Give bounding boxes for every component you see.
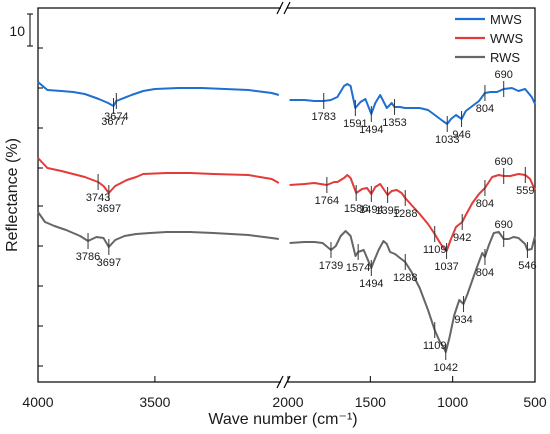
peak-label: 1109	[423, 340, 447, 352]
x-axis-ticks: 4000 3500 2000 1500 1000 500	[22, 376, 547, 410]
peak-label: 1033	[435, 134, 459, 146]
peak-label: 1353	[382, 117, 406, 129]
peak-label: 804	[476, 267, 494, 279]
peak-label: 1586	[344, 203, 368, 215]
axis-breaks	[276, 1, 291, 389]
series-line-rws	[289, 230, 536, 353]
series-line-mws	[289, 83, 536, 125]
x-tick-label: 500	[523, 394, 547, 410]
y-axis-title: Reflectance (%)	[4, 138, 21, 252]
series-line-wws	[289, 173, 536, 252]
axis-break-gap	[281, 377, 287, 387]
peak-label: 1783	[311, 111, 335, 123]
legend: MWS WWS RWS	[455, 12, 524, 65]
peak-label: 690	[495, 219, 513, 231]
peak-label: 804	[476, 198, 494, 210]
series-line-mws	[37, 81, 280, 107]
peak-label: 690	[495, 156, 513, 168]
legend-label-wws: WWS	[490, 31, 524, 46]
x-tick-label: 3500	[139, 394, 170, 410]
x-tick-label: 2000	[272, 394, 303, 410]
peak-label: 1764	[315, 195, 339, 207]
axis-break-mark	[276, 1, 284, 15]
peak-label: 1395	[375, 205, 399, 217]
peak-label: 690	[495, 69, 513, 81]
peak-label: 546	[518, 260, 536, 272]
peak-label: 3697	[97, 257, 121, 269]
peak-label: 1042	[434, 362, 458, 374]
peak-label: 1494	[359, 204, 383, 216]
peak-label: 1574	[346, 262, 370, 274]
peak-label: 3674	[104, 111, 128, 123]
scale-bar-label: 10	[9, 23, 25, 39]
peak-label: 946	[452, 129, 470, 141]
peak-label: 1109	[423, 244, 447, 256]
peak-label: 942	[453, 232, 471, 244]
peak-label: 3697	[97, 203, 121, 215]
series-line-wws	[37, 157, 280, 194]
legend-label-rws: RWS	[490, 50, 520, 65]
axis-break-gap	[281, 3, 287, 13]
legend-label-mws: MWS	[490, 12, 522, 27]
peak-label: 559	[516, 185, 534, 197]
axis-break-mark	[283, 1, 291, 15]
peak-label: 1288	[393, 272, 417, 284]
peak-label: 804	[476, 103, 494, 115]
peak-label: 1739	[319, 260, 343, 272]
peak-label: 1494	[359, 124, 383, 136]
axis-break-mark	[276, 375, 284, 389]
peak-label: 1037	[434, 261, 458, 273]
x-tick-label: 4000	[22, 394, 53, 410]
peak-label: 3786	[76, 251, 100, 263]
peak-label: 1288	[393, 208, 417, 220]
peak-label: 1591	[343, 118, 367, 130]
x-tick-label: 1500	[355, 394, 386, 410]
series-line-rws	[37, 211, 279, 248]
scale-bar: 10	[9, 13, 33, 47]
peak-label: 1494	[359, 278, 383, 290]
peak-label: 934	[454, 314, 472, 326]
y-axis-ticks	[38, 47, 43, 367]
axis-break-mark	[283, 375, 291, 389]
series-layer	[37, 81, 536, 353]
x-axis-title: Wave number (cm⁻¹)	[208, 411, 357, 428]
peak-label: 3677	[101, 116, 125, 128]
peak-label: 3743	[86, 192, 110, 204]
x-tick-label: 1000	[437, 394, 468, 410]
